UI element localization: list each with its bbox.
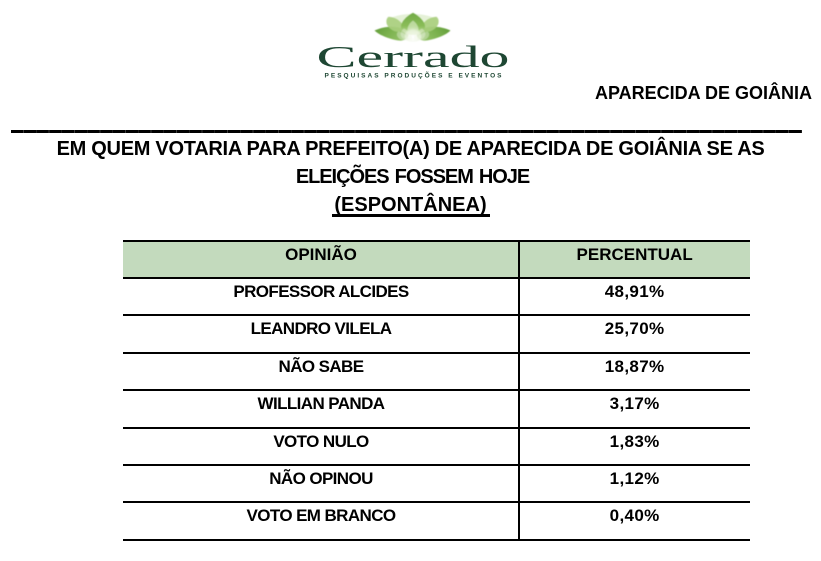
svg-text:PESQUISAS PRODUÇÕES E EVENTOS: PESQUISAS PRODUÇÕES E EVENTOS — [325, 71, 503, 80]
svg-text:Cerrado: Cerrado — [317, 40, 510, 74]
